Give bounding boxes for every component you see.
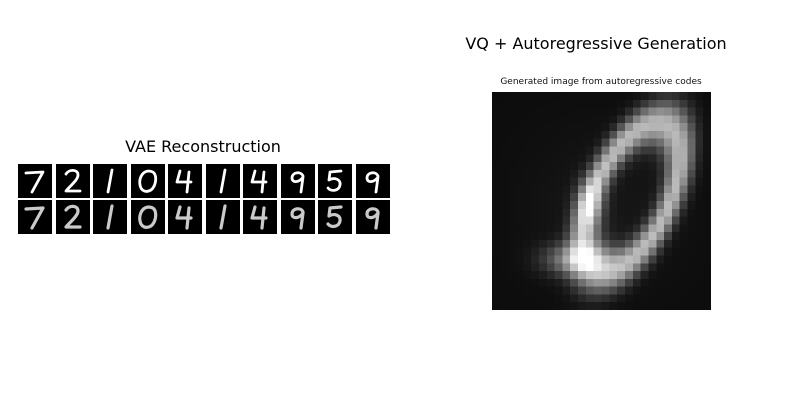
vq-generation-title: VQ + Autoregressive Generation xyxy=(465,34,727,53)
reconstruction-digit-image xyxy=(130,200,165,234)
generated-image-subtitle: Generated image from autoregressive code… xyxy=(500,77,702,87)
original-digit-image xyxy=(18,164,52,198)
original-digit-image xyxy=(355,164,390,198)
digit-grid xyxy=(18,164,390,234)
reconstruction-digit-image xyxy=(318,200,352,234)
original-digit-image xyxy=(93,164,127,198)
reconstruction-digit-image xyxy=(355,200,390,234)
original-digit-image xyxy=(205,164,240,198)
original-digit-image xyxy=(280,164,315,198)
original-digit-image xyxy=(130,164,165,198)
reconstruction-digit-image xyxy=(93,200,127,234)
vae-reconstruction-title: VAE Reconstruction xyxy=(125,137,281,156)
generated-image xyxy=(492,92,711,310)
original-digit-image xyxy=(55,164,90,198)
reconstruction-digit-image xyxy=(205,200,240,234)
reconstruction-digit-image xyxy=(18,200,52,234)
reconstruction-digit-image xyxy=(55,200,90,234)
reconstruction-digit-image xyxy=(168,200,202,234)
reconstruction-digit-image xyxy=(243,200,277,234)
original-digit-image xyxy=(168,164,202,198)
original-digit-image xyxy=(318,164,352,198)
original-digit-image xyxy=(243,164,277,198)
reconstruction-digit-image xyxy=(280,200,315,234)
